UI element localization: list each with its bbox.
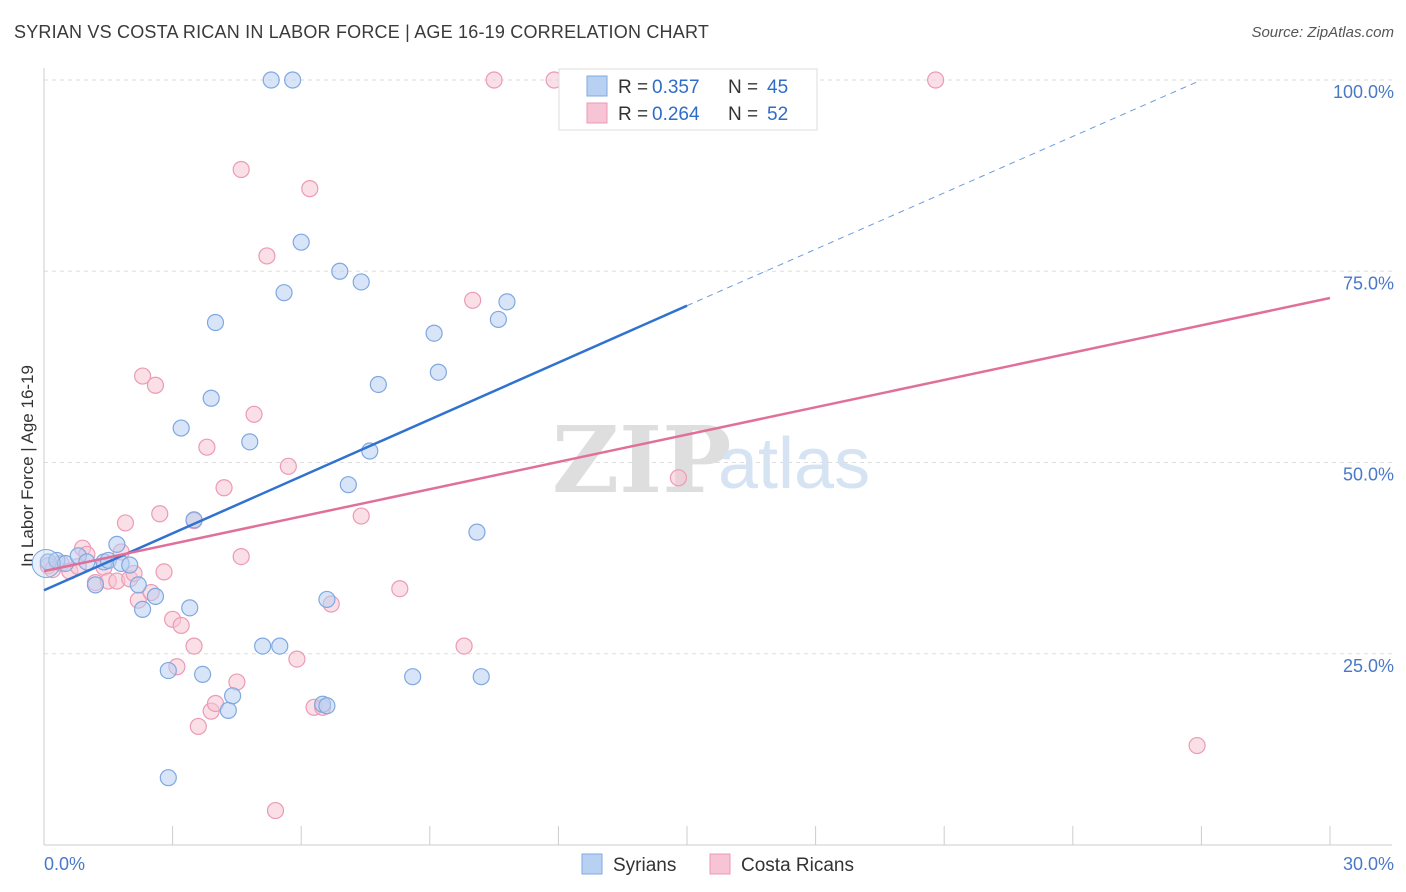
- data-point: [151, 505, 169, 523]
- axes: [43, 68, 1392, 846]
- legend-syrians-label: Syrians: [613, 855, 676, 876]
- data-point: [232, 547, 250, 566]
- data-point: [146, 587, 165, 605]
- legend-syrians-swatch: [581, 853, 603, 875]
- data-point: [464, 291, 482, 309]
- data-point: [146, 376, 165, 394]
- data-point: [241, 433, 259, 451]
- data-point: [455, 637, 473, 655]
- data-point: [266, 801, 285, 820]
- stats-costa-swatch: [586, 102, 608, 124]
- legend-costa-swatch: [709, 853, 731, 875]
- stats-costa-n-label: N =: [728, 104, 758, 125]
- data-point: [133, 367, 152, 385]
- data-point: [318, 697, 336, 715]
- data-point: [279, 457, 297, 475]
- stats-syrians-n-label: N =: [728, 77, 758, 98]
- data-point: [129, 576, 147, 594]
- data-point: [133, 600, 152, 618]
- data-point: [391, 580, 409, 598]
- x-tick-label: 30.0%: [1343, 854, 1394, 874]
- data-point: [215, 479, 233, 497]
- watermark-atlas: atlas: [718, 424, 870, 504]
- y-tick-labels: 25.0% 50.0% 75.0% 100.0%: [1333, 82, 1394, 676]
- stats-syrians-r-label: R =: [618, 77, 648, 98]
- data-point: [159, 661, 177, 680]
- data-point: [194, 665, 212, 684]
- data-point: [181, 599, 199, 617]
- data-point: [352, 273, 370, 291]
- data-point: [275, 284, 293, 302]
- costa-trend-line: [43, 296, 1331, 573]
- data-point: [429, 363, 447, 381]
- source-label: Source: ZipAtlas.com: [1251, 24, 1394, 41]
- data-point: [224, 687, 242, 705]
- data-point: [669, 469, 688, 487]
- y-tick-label: 100.0%: [1333, 82, 1394, 102]
- data-point: [172, 419, 190, 437]
- stats-costa-r-label: R =: [618, 104, 648, 125]
- stats-box: R = 0.357 N = 45 R = 0.264 N = 52: [558, 68, 818, 131]
- data-point: [121, 556, 139, 574]
- data-point: [185, 637, 203, 655]
- data-point: [254, 637, 272, 655]
- watermark: ZIP atlas: [552, 406, 870, 514]
- data-point: [485, 71, 503, 89]
- data-point: [339, 476, 357, 494]
- data-point: [258, 247, 276, 265]
- stats-syrians-n-value: 45: [767, 77, 788, 98]
- data-point: [404, 668, 422, 686]
- series-syrians: [31, 71, 516, 787]
- data-point: [202, 389, 220, 407]
- data-point: [189, 717, 207, 736]
- data-point: [284, 71, 302, 89]
- data-point: [318, 590, 336, 609]
- data-point: [219, 701, 237, 719]
- data-point: [116, 514, 135, 532]
- stats-costa-r-value: 0.264: [652, 104, 700, 125]
- data-point: [331, 262, 349, 280]
- stats-syrians-swatch: [586, 75, 608, 97]
- data-point: [172, 616, 190, 635]
- data-point: [206, 313, 225, 332]
- data-point: [1188, 736, 1206, 755]
- data-point: [292, 233, 310, 251]
- data-point: [262, 71, 280, 89]
- data-point: [498, 293, 516, 311]
- data-point: [108, 535, 126, 553]
- data-point: [468, 523, 486, 541]
- y-tick-label: 75.0%: [1343, 273, 1394, 293]
- x-tick-label: 0.0%: [44, 854, 85, 874]
- data-point: [927, 71, 945, 89]
- data-point: [159, 769, 177, 787]
- data-point: [489, 310, 507, 329]
- data-point: [86, 576, 105, 594]
- syrians-trend-extension: [686, 79, 1202, 307]
- stats-syrians-r-value: 0.357: [652, 77, 700, 98]
- data-point: [472, 668, 490, 686]
- data-point: [31, 548, 61, 578]
- data-point: [369, 375, 387, 394]
- trend-lines: [43, 79, 1331, 592]
- legend: Syrians Costa Ricans: [581, 853, 854, 876]
- watermark-zip: ZIP: [552, 406, 731, 514]
- data-point: [301, 180, 319, 198]
- stats-costa-n-value: 52: [767, 104, 788, 125]
- y-tick-label: 25.0%: [1343, 656, 1394, 676]
- data-point: [245, 405, 263, 423]
- legend-costa-label: Costa Ricans: [741, 855, 854, 876]
- x-tick-labels: 0.0% 30.0%: [44, 854, 1394, 874]
- data-point: [425, 324, 443, 342]
- y-tick-label: 50.0%: [1343, 465, 1394, 485]
- data-point: [271, 637, 289, 655]
- data-point: [198, 438, 216, 456]
- chart-title: SYRIAN VS COSTA RICAN IN LABOR FORCE | A…: [14, 22, 710, 42]
- data-point: [288, 650, 306, 668]
- data-point: [232, 160, 250, 179]
- data-point: [352, 507, 370, 525]
- data-point: [155, 563, 173, 581]
- syrians-trend-line: [43, 304, 688, 592]
